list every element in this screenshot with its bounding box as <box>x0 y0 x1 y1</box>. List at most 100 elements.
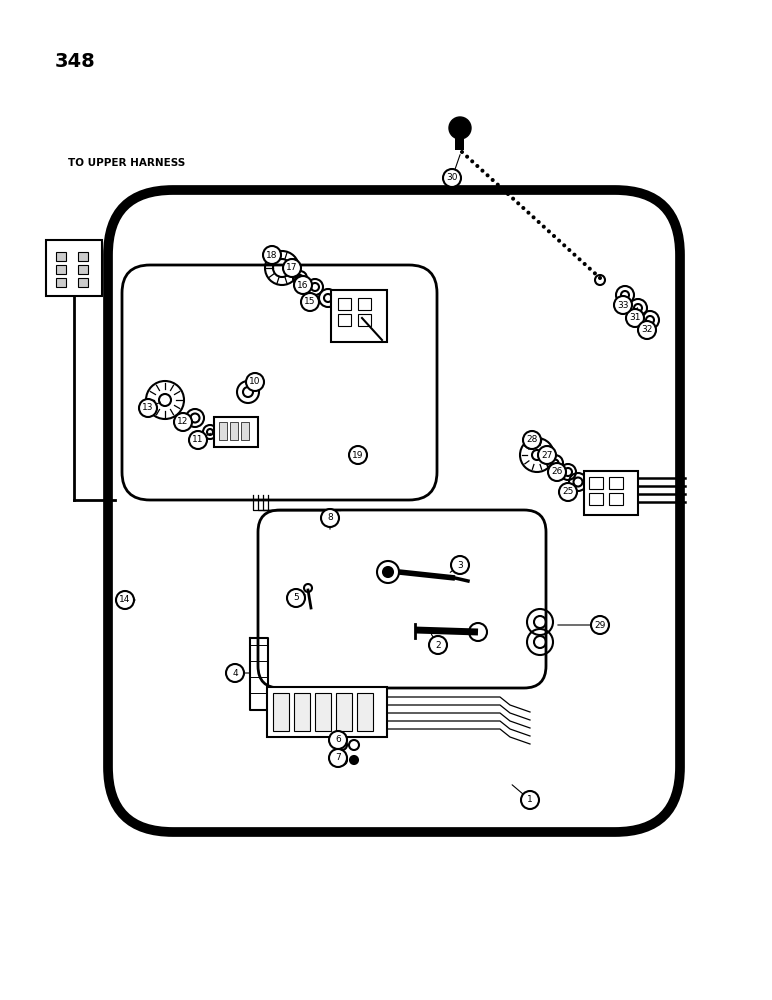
Text: 15: 15 <box>304 298 316 306</box>
Text: 27: 27 <box>541 450 553 460</box>
Bar <box>589 477 603 489</box>
Text: 12: 12 <box>178 418 188 426</box>
Bar <box>78 265 88 274</box>
Circle shape <box>593 271 597 275</box>
Circle shape <box>511 197 515 201</box>
Circle shape <box>465 155 469 159</box>
Circle shape <box>383 567 393 577</box>
Text: 25: 25 <box>562 488 574 496</box>
Text: 10: 10 <box>249 377 261 386</box>
Bar <box>241 422 249 440</box>
Circle shape <box>532 215 536 219</box>
Circle shape <box>350 756 358 764</box>
Circle shape <box>591 616 609 634</box>
Bar <box>273 693 289 731</box>
Bar <box>609 493 623 505</box>
Bar <box>315 693 331 731</box>
Bar <box>219 422 227 440</box>
Circle shape <box>443 169 461 187</box>
Text: 13: 13 <box>142 403 154 412</box>
Circle shape <box>587 267 592 271</box>
FancyBboxPatch shape <box>331 290 387 342</box>
Circle shape <box>501 187 505 191</box>
Text: 6: 6 <box>335 736 341 744</box>
Bar <box>455 138 464 150</box>
Bar <box>336 693 352 731</box>
Text: 29: 29 <box>594 620 606 630</box>
Circle shape <box>638 321 656 339</box>
Text: 30: 30 <box>446 174 458 182</box>
Circle shape <box>552 234 556 238</box>
Circle shape <box>557 239 561 243</box>
Circle shape <box>562 243 566 247</box>
Circle shape <box>506 192 510 196</box>
Circle shape <box>614 296 632 314</box>
Circle shape <box>521 206 525 210</box>
Bar <box>56 252 66 261</box>
Bar <box>358 298 371 310</box>
Bar <box>338 298 351 310</box>
Circle shape <box>451 556 469 574</box>
Text: TO UPPER HARNESS: TO UPPER HARNESS <box>68 158 185 168</box>
Circle shape <box>449 117 471 139</box>
Circle shape <box>470 159 474 163</box>
Text: 14: 14 <box>120 595 130 604</box>
Text: 26: 26 <box>551 468 563 477</box>
Circle shape <box>116 591 134 609</box>
Bar <box>609 477 623 489</box>
Circle shape <box>460 150 464 154</box>
Circle shape <box>287 589 305 607</box>
Circle shape <box>516 201 520 205</box>
Bar <box>294 693 310 731</box>
Circle shape <box>429 636 447 654</box>
Bar <box>357 693 373 731</box>
Circle shape <box>583 262 587 266</box>
Circle shape <box>559 483 577 501</box>
Circle shape <box>246 373 264 391</box>
Circle shape <box>527 211 530 215</box>
Bar <box>230 422 238 440</box>
Text: 28: 28 <box>527 436 537 444</box>
Circle shape <box>139 399 157 417</box>
Text: 33: 33 <box>618 300 628 310</box>
Circle shape <box>577 257 581 261</box>
Circle shape <box>626 309 644 327</box>
Circle shape <box>598 276 602 280</box>
Circle shape <box>547 229 551 233</box>
Circle shape <box>486 173 489 177</box>
Text: 17: 17 <box>286 263 298 272</box>
Bar <box>56 278 66 287</box>
Text: 31: 31 <box>629 314 641 322</box>
Circle shape <box>476 164 479 168</box>
Circle shape <box>480 169 485 173</box>
Circle shape <box>301 293 319 311</box>
Text: 4: 4 <box>232 668 238 678</box>
Circle shape <box>321 509 339 527</box>
Circle shape <box>294 276 312 294</box>
Circle shape <box>548 463 566 481</box>
FancyBboxPatch shape <box>214 417 258 447</box>
Circle shape <box>283 259 301 277</box>
Text: 32: 32 <box>642 326 652 334</box>
Text: 5: 5 <box>293 593 299 602</box>
Text: 18: 18 <box>266 250 278 259</box>
Bar <box>358 314 371 326</box>
Circle shape <box>329 749 347 767</box>
Circle shape <box>538 446 556 464</box>
Text: 16: 16 <box>297 280 309 290</box>
Bar <box>338 314 351 326</box>
Circle shape <box>263 246 281 264</box>
Text: 2: 2 <box>435 641 441 650</box>
FancyBboxPatch shape <box>46 240 102 296</box>
Text: 11: 11 <box>192 436 204 444</box>
Text: 19: 19 <box>352 450 364 460</box>
Circle shape <box>349 446 367 464</box>
Circle shape <box>496 183 499 187</box>
Text: 3: 3 <box>457 560 463 570</box>
Bar <box>589 493 603 505</box>
FancyBboxPatch shape <box>267 687 387 737</box>
Circle shape <box>542 225 546 229</box>
Bar <box>78 278 88 287</box>
Bar <box>56 265 66 274</box>
Text: 348: 348 <box>55 52 96 71</box>
